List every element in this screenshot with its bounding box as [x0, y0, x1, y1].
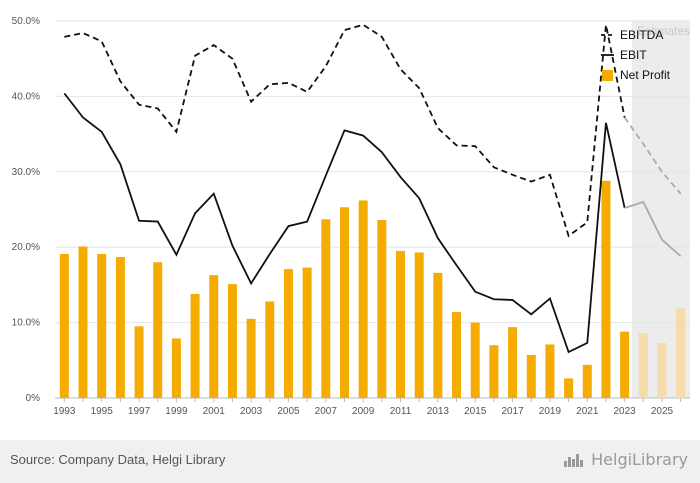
ebitda-line	[64, 23, 626, 238]
x-tick-label: 1997	[128, 406, 151, 417]
net-profit-bar	[265, 301, 275, 398]
net-profit-bar	[302, 267, 312, 398]
legend-label: EBITDA	[620, 28, 663, 42]
x-axis-ticks: 1993 1995 1997 1999 2001 2003 2005 2007 2009 2011…	[53, 398, 682, 417]
net-profit-bar	[321, 219, 331, 398]
ebit-line	[63, 92, 626, 354]
x-tick-label: 2005	[277, 406, 300, 417]
x-tick-label: 2015	[464, 406, 487, 417]
net-profit-bar	[396, 250, 406, 398]
y-tick-label: 50.0%	[12, 16, 40, 27]
y-tick-label: 0%	[26, 393, 41, 404]
net-profit-bar	[227, 284, 237, 398]
source-note: Source: Company Data, Helgi Library	[10, 452, 226, 467]
net-profit-bar	[134, 326, 144, 398]
x-tick-label: 1999	[165, 406, 188, 417]
net-profit-bar	[59, 253, 69, 398]
footer: Source: Company Data, Helgi Library Helg…	[0, 440, 700, 483]
net-profit-bar	[676, 308, 686, 398]
x-tick-label: 2009	[352, 406, 375, 417]
x-tick-label: 2021	[576, 406, 599, 417]
net-profit-bar	[508, 327, 518, 398]
y-tick-label: 30.0%	[12, 167, 40, 178]
helgi-logo-icon	[564, 453, 584, 467]
net-profit-bar	[283, 269, 293, 398]
legend-label: EBIT	[620, 48, 647, 62]
x-tick-label: 2001	[203, 406, 226, 417]
x-tick-label: 1993	[53, 406, 76, 417]
net-profit-bar	[526, 355, 536, 398]
x-tick-label: 2013	[427, 406, 450, 417]
net-profit-bar	[620, 331, 630, 398]
net-profit-bar	[377, 220, 387, 398]
net-profit-bar	[115, 257, 125, 398]
net-profit-bar	[171, 338, 181, 398]
net-profit-bar	[209, 275, 219, 398]
legend-label: Net Profit	[620, 68, 671, 82]
net-profit-bar	[470, 322, 480, 398]
x-tick-label: 2007	[315, 406, 338, 417]
legend-swatch	[602, 70, 613, 81]
net-profit-bar	[153, 262, 163, 398]
brand[interactable]: HelgiLibrary	[563, 450, 688, 469]
net-profit-bar	[246, 318, 256, 398]
y-tick-label: 40.0%	[12, 91, 40, 102]
legend-item-ebitda[interactable]: EBITDA	[601, 28, 663, 42]
net-profit-bar	[545, 344, 555, 398]
ebitda-estimate-line	[623, 116, 682, 195]
x-tick-label: 2003	[240, 406, 263, 417]
legend: EBITDA EBIT Net Profit	[601, 28, 671, 82]
y-tick-label: 20.0%	[12, 242, 40, 253]
net-profit-bar	[97, 253, 107, 398]
net-profit-bar	[414, 252, 424, 398]
net-profit-bar	[638, 333, 648, 398]
net-profit-bar	[339, 207, 349, 398]
net-profit-bar	[657, 342, 667, 398]
estimates-label: Estimates	[637, 24, 690, 38]
x-tick-label: 2011	[390, 406, 412, 417]
net-profit-bar	[358, 200, 368, 398]
net-profit-bars	[59, 180, 686, 398]
brand-name: HelgiLibrary	[591, 450, 688, 469]
grid-lines	[55, 20, 690, 399]
series-lines	[63, 23, 682, 354]
chart: 0% 10.0% 20.0% 30.0% 40.0% 50.0% 1993 1995 1997…	[12, 16, 690, 417]
legend-item-ebit[interactable]: EBIT	[601, 48, 647, 62]
net-profit-bar	[564, 378, 574, 398]
x-tick-label: 2023	[614, 406, 637, 417]
net-profit-bar	[433, 272, 443, 398]
net-profit-bar	[489, 345, 499, 398]
net-profit-bar	[582, 364, 592, 398]
y-axis-ticks: 0% 10.0% 20.0% 30.0% 40.0% 50.0%	[12, 16, 40, 404]
ebit-estimate-line	[624, 200, 682, 257]
x-tick-label: 2025	[651, 406, 674, 417]
net-profit-bar	[452, 312, 462, 398]
x-tick-label: 2019	[539, 406, 562, 417]
y-tick-label: 10.0%	[12, 318, 40, 329]
net-profit-bar	[601, 180, 611, 398]
legend-item-net-profit[interactable]: Net Profit	[602, 68, 671, 82]
x-tick-label: 2017	[501, 406, 524, 417]
x-tick-label: 1995	[91, 406, 114, 417]
net-profit-bar	[190, 293, 200, 398]
net-profit-bar	[78, 246, 88, 398]
